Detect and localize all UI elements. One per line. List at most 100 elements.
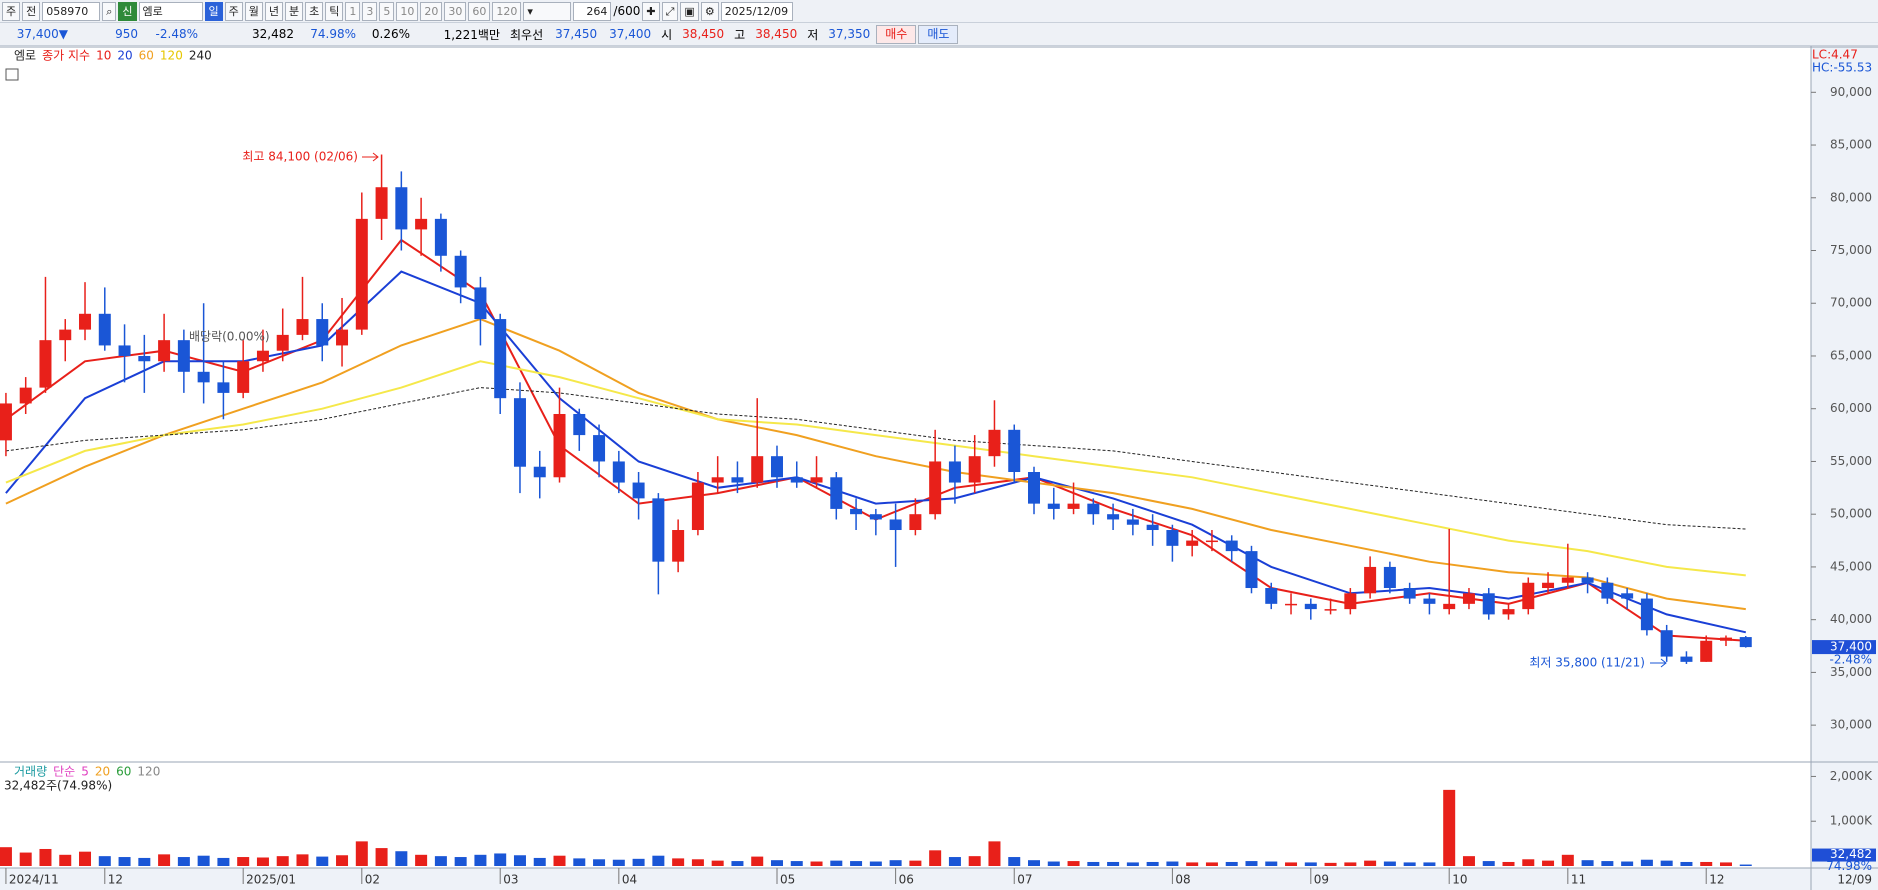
name[interactable]: 엠로	[138, 1, 203, 21]
buy-button[interactable]: 매수	[876, 24, 917, 44]
period[interactable]: 일	[204, 1, 223, 21]
y-tick-label: 2,000K	[1830, 769, 1873, 783]
date[interactable]: 2025/12/09	[720, 1, 793, 21]
interval[interactable]: 60	[468, 1, 491, 21]
candle-body	[790, 477, 803, 483]
interval[interactable]: 120	[492, 1, 522, 21]
volume-bar	[612, 859, 625, 866]
bid: 37,400	[609, 27, 652, 41]
candle-body	[1621, 593, 1634, 599]
volume-bar	[711, 860, 724, 866]
candle-body	[138, 355, 151, 362]
candle-body	[1462, 593, 1475, 604]
market[interactable]: 주	[2, 1, 21, 21]
volume-bar	[1403, 862, 1416, 866]
code-label[interactable]: 전	[22, 1, 41, 21]
candle-body	[1423, 598, 1436, 604]
candle-body	[1700, 640, 1713, 662]
volume-bar	[1561, 854, 1574, 866]
last-price-box	[1812, 640, 1876, 655]
volume-bar	[751, 856, 764, 866]
interval[interactable]: 10	[396, 1, 419, 21]
count[interactable]: 264	[573, 1, 612, 21]
period[interactable]: 주	[224, 1, 243, 21]
volume-bar	[948, 857, 961, 866]
volume-bar	[39, 848, 52, 866]
volume-bar	[276, 856, 289, 866]
period[interactable]: 월	[244, 1, 263, 21]
tool[interactable]: ▣	[680, 1, 699, 21]
candle-body	[1660, 630, 1673, 657]
moving-average	[5, 387, 1746, 530]
tool[interactable]: ⚙	[700, 1, 719, 21]
candle-body	[494, 319, 507, 399]
last-price: 37,400	[1830, 640, 1872, 654]
sign: ▼	[58, 27, 68, 41]
candle-body	[573, 413, 586, 436]
candle-body	[1146, 524, 1159, 531]
volume-bar	[1482, 861, 1495, 866]
period[interactable]: 년	[264, 1, 284, 21]
volume-bar	[237, 857, 250, 866]
candle-body	[948, 461, 961, 483]
candle-body	[909, 514, 922, 531]
volume-bar	[1581, 860, 1594, 866]
interval[interactable]: 1	[345, 1, 361, 21]
candle-body	[39, 340, 52, 388]
tool[interactable]: ✚	[642, 1, 660, 21]
interval[interactable]: 3	[362, 1, 378, 21]
volume-bar	[118, 857, 131, 866]
candle-body	[375, 187, 388, 219]
x-tick-label: 2024/11	[9, 873, 59, 887]
candle-body	[1542, 582, 1555, 589]
volume-bar	[256, 857, 269, 866]
volume-bar	[375, 848, 388, 866]
volume-bar	[869, 861, 882, 866]
period[interactable]: 초	[305, 1, 324, 21]
sell-button[interactable]: 매도	[918, 24, 959, 44]
candle-body	[1561, 577, 1574, 583]
candle-body	[1739, 637, 1752, 648]
volume-bar	[1462, 856, 1475, 866]
period[interactable]: 틱	[325, 1, 344, 21]
volume-bar	[98, 856, 111, 866]
candle-body	[1126, 519, 1139, 525]
volume-bar	[731, 861, 744, 866]
candle-body	[830, 477, 843, 509]
candle-body	[553, 413, 566, 478]
candle-body	[1443, 603, 1456, 610]
moving-average	[5, 318, 1746, 611]
interval[interactable]: 5	[379, 1, 395, 21]
code[interactable]: 058970	[42, 1, 101, 21]
volume-bar	[770, 860, 783, 866]
candle-body	[454, 255, 467, 288]
candle-body	[1324, 609, 1337, 611]
candle-body	[612, 461, 625, 483]
volume-bar	[1700, 861, 1713, 866]
volume-bar	[355, 841, 368, 866]
annotation: 최고 84,100 (02/06)	[242, 150, 358, 164]
tool[interactable]: ⤢	[661, 1, 679, 21]
volume-bar	[1186, 862, 1199, 866]
legend-item: 5	[81, 765, 89, 779]
y-tick-label: 80,000	[1830, 190, 1872, 204]
tag: 신	[118, 1, 137, 21]
legend-item: 240	[189, 49, 212, 63]
toolbar: 주 전 058970 ⌕ 신 엠로 일 주 월 년 분 초 틱 1 3 5 10…	[0, 0, 1878, 23]
period[interactable]: 분	[285, 1, 304, 21]
best-label: 최우선	[510, 27, 544, 42]
volume-bar	[336, 855, 349, 866]
volume-bar	[513, 855, 526, 866]
dropdown[interactable]: ▾	[523, 1, 572, 21]
volume-bar	[316, 856, 329, 866]
interval[interactable]: 20	[420, 1, 443, 21]
search[interactable]: ⌕	[102, 1, 117, 21]
candle-body	[256, 350, 269, 362]
candle-body	[1166, 530, 1179, 546]
annotation: 배당락(0.00%)	[189, 330, 270, 344]
candle-body	[395, 187, 408, 230]
candle-body	[968, 456, 981, 483]
interval[interactable]: 30	[444, 1, 467, 21]
candle-body	[296, 319, 309, 335]
icon[interactable]	[5, 68, 19, 81]
